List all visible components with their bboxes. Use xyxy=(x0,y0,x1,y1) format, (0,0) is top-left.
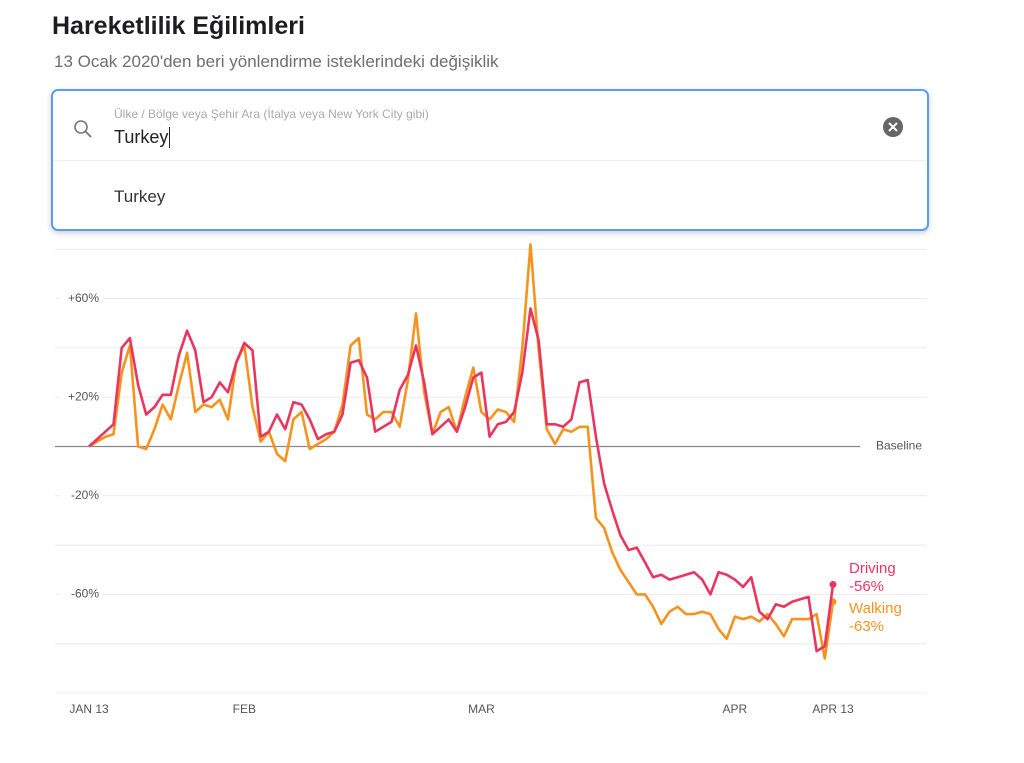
search-box[interactable]: Ülke / Bölge veya Şehir Ara (İtalya veya… xyxy=(51,89,929,231)
baseline-label: Baseline xyxy=(876,439,922,453)
page-title: Hareketlilik Eğilimleri xyxy=(52,12,305,40)
series-name: Driving xyxy=(849,560,896,577)
x-tick-label: MAR xyxy=(468,702,495,716)
clear-button[interactable] xyxy=(882,116,904,138)
end-label: -63% xyxy=(849,618,884,635)
y-tick-mask xyxy=(60,290,102,307)
end-label: -56% xyxy=(849,578,884,595)
y-tick-mask xyxy=(60,389,102,406)
series-line xyxy=(88,243,835,660)
y-tick-label: -20% xyxy=(71,488,99,502)
search-icon xyxy=(74,120,92,138)
page-subtitle: 13 Ocak 2020'den beri yönlendirme istekl… xyxy=(54,52,499,71)
x-tick-label: APR xyxy=(723,702,748,716)
end-dot xyxy=(829,581,837,589)
y-tick-label: +20% xyxy=(68,389,99,403)
search-input[interactable]: Turkey xyxy=(114,127,171,148)
y-tick-label: -60% xyxy=(71,587,99,601)
series-name: Walking xyxy=(849,600,902,617)
suggestion-item[interactable]: Turkey xyxy=(114,187,166,206)
x-tick-label: FEB xyxy=(233,702,256,716)
x-tick-label: APR 13 xyxy=(812,702,854,716)
x-tick-label: JAN 13 xyxy=(69,702,109,716)
series-line xyxy=(88,307,835,653)
search-placeholder: Ülke / Bölge veya Şehir Ara (İtalya veya… xyxy=(114,107,429,121)
y-tick-mask xyxy=(60,586,102,603)
y-tick-label: +60% xyxy=(68,291,99,305)
y-tick-mask xyxy=(60,487,102,504)
divider xyxy=(53,160,927,161)
